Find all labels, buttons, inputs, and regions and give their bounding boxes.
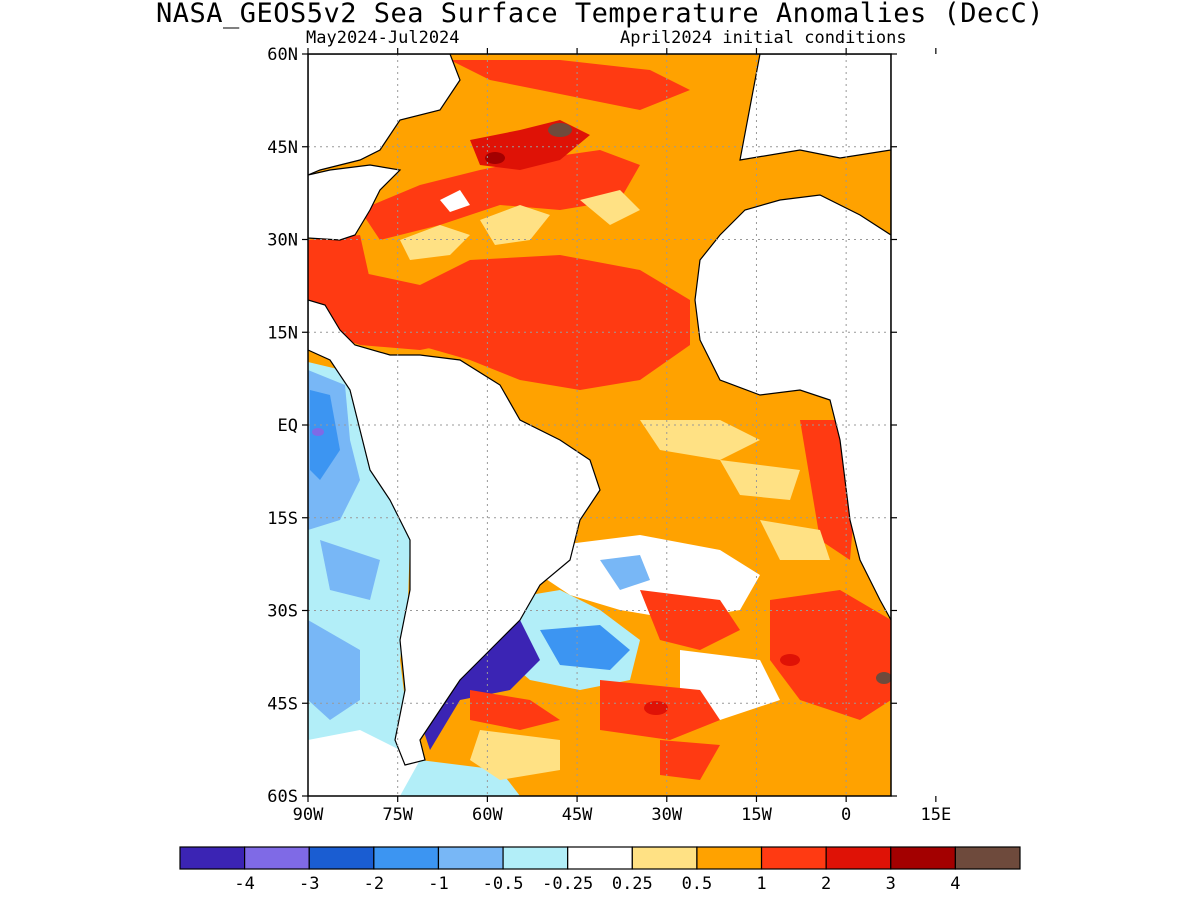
- colorbar-swatch: [631, 846, 698, 870]
- y-tick-label: EQ: [278, 416, 298, 436]
- x-tick-label: 90W: [293, 805, 324, 825]
- warm-anomaly-region: [470, 690, 560, 730]
- colorbar-swatch: [373, 846, 440, 870]
- longitude-axis: 90W 75W 60W 45W 30W 15W 0 15E: [293, 48, 951, 825]
- map-grid: [308, 54, 891, 796]
- y-tick-label: 15S: [267, 509, 298, 529]
- colorbar: -4 -3 -2 -1 -0.5 -0.25 0.25 0.5 1 2 3 4: [179, 846, 1021, 894]
- colorbar-label: -0.5: [483, 874, 524, 894]
- x-tick-label: 30W: [651, 805, 682, 825]
- x-tick-label: 75W: [382, 805, 413, 825]
- south-america-land: [308, 299, 601, 766]
- warm-anomaly-region: [770, 590, 891, 720]
- cool-anomaly-region: [310, 390, 340, 480]
- cool-anomaly-region: [320, 540, 380, 600]
- colorbar-swatch: [890, 846, 956, 870]
- y-tick-label: 30N: [267, 231, 298, 251]
- warm-anomaly-region: [660, 740, 720, 780]
- latitude-axis: 60N 45N 30N 15N EQ 15S 30S 45S 60S: [267, 45, 897, 807]
- colorbar-swatch: [502, 846, 569, 870]
- strong-warm-region: [780, 654, 800, 666]
- x-tick-label: 15E: [920, 805, 951, 825]
- weak-anomaly-region: [470, 730, 560, 780]
- x-tick-label: 60W: [472, 805, 503, 825]
- colorbar-swatch: [567, 846, 633, 870]
- x-tick-label: 0: [841, 805, 851, 825]
- strong-cool-spot: [312, 428, 324, 436]
- colorbar-swatch: [696, 846, 763, 870]
- neutral-region: [440, 190, 470, 212]
- weak-anomaly-region: [580, 190, 640, 225]
- strong-cool-region: [420, 620, 540, 750]
- colorbar-swatch: [954, 846, 1021, 870]
- colorbar-label: -2: [364, 874, 384, 894]
- y-tick-label: 45S: [267, 694, 298, 714]
- cool-anomaly-region: [540, 625, 630, 670]
- warm-anomaly-region: [800, 420, 855, 560]
- africa-europe-land: [694, 54, 891, 621]
- weak-anomaly-region: [720, 460, 800, 500]
- cool-anomaly-region: [600, 555, 650, 590]
- chart-title: NASA_GEOS5v2 Sea Surface Temperature Ano…: [155, 0, 1045, 29]
- weak-anomaly-region: [480, 205, 550, 245]
- colorbar-label: 3: [886, 874, 896, 894]
- cool-anomaly-region: [308, 620, 360, 720]
- colorbar-label: 0.25: [612, 874, 653, 894]
- x-tick-label: 15W: [741, 805, 772, 825]
- colorbar-swatch: [244, 846, 310, 870]
- y-tick-label: 45N: [267, 138, 298, 158]
- colorbar-label: -0.25: [542, 874, 593, 894]
- warm-anomaly-region: [450, 60, 690, 110]
- warm-anomaly-region: [308, 255, 690, 390]
- north-america-land: [308, 164, 402, 241]
- colorbar-swatch: [308, 846, 375, 870]
- warm-anomaly-region: [308, 235, 370, 300]
- extreme-warm-spot: [548, 123, 572, 137]
- extreme-warm-spot: [485, 152, 505, 164]
- y-tick-label: 15N: [267, 323, 298, 343]
- forecast-period-label: May2024-Jul2024: [306, 28, 460, 48]
- colorbar-label: 0.5: [682, 874, 713, 894]
- weak-anomaly-region: [400, 225, 470, 260]
- colorbar-label: 2: [821, 874, 831, 894]
- warm-anomaly-region: [640, 590, 740, 650]
- colorbar-swatch: [760, 846, 827, 870]
- north-america-land: [308, 54, 461, 176]
- x-tick-label: 45W: [562, 805, 593, 825]
- colorbar-label: 1: [756, 874, 766, 894]
- y-tick-label: 30S: [267, 602, 298, 622]
- y-tick-label: 60N: [267, 45, 298, 65]
- colorbar-swatch: [825, 846, 892, 870]
- colorbar-label: -3: [299, 874, 319, 894]
- weak-anomaly-region: [760, 520, 830, 560]
- weak-anomaly-region: [640, 420, 760, 460]
- colorbar-label: -4: [234, 874, 254, 894]
- strong-warm-region: [644, 701, 668, 715]
- y-tick-label: 60S: [267, 787, 298, 807]
- colorbar-swatch: [437, 846, 504, 870]
- extreme-warm-spot: [876, 672, 891, 684]
- warm-anomaly-region: [318, 300, 470, 350]
- colorbar-swatch: [179, 846, 246, 870]
- colorbar-label: -1: [428, 874, 448, 894]
- colorbar-label: 4: [950, 874, 960, 894]
- warm-anomaly-region: [360, 150, 640, 240]
- neutral-region: [308, 730, 420, 796]
- cool-anomaly-region: [308, 362, 520, 796]
- initial-conditions-label: April2024 initial conditions: [620, 28, 907, 48]
- anomaly-field: [308, 54, 891, 796]
